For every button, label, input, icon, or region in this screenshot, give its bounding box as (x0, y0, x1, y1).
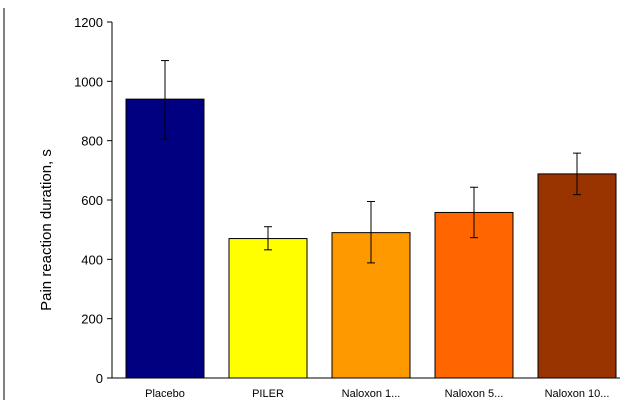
bar (228, 238, 308, 379)
y-axis-label: Pain reaction duration, s (38, 149, 55, 311)
y-tick-label: 400 (81, 252, 103, 267)
y-tick-label: 0 (96, 371, 103, 386)
y-tick-label: 600 (81, 193, 103, 208)
error-bars (161, 60, 581, 264)
y-tick-label: 800 (81, 134, 103, 149)
x-tick-label: Naloxon 1... (342, 388, 401, 400)
x-tick-label: Naloxon 10... (545, 388, 610, 400)
y-ticks: 0 200 400 600 800 1000 1200 (74, 15, 112, 386)
x-tick-label: PILER (252, 388, 284, 400)
bar (125, 98, 205, 379)
x-tick-labels: Placebo PILER Naloxon 1... Naloxon 5... Nalo… (145, 388, 609, 400)
y-tick-label: 1000 (74, 74, 103, 89)
y-tick-label: 1200 (74, 15, 103, 30)
x-tick-label: Naloxon 5... (445, 388, 504, 400)
bar (434, 211, 514, 379)
bar (537, 173, 617, 379)
bars (125, 98, 617, 379)
y-tick-label: 200 (81, 312, 103, 327)
x-tick-label: Placebo (145, 388, 185, 400)
